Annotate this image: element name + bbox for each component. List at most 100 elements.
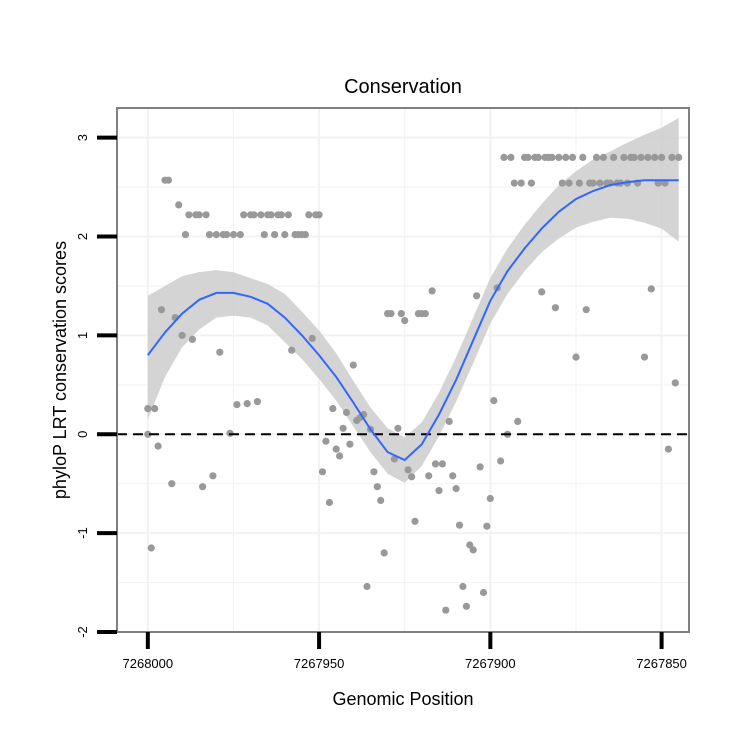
data-point [435,487,443,495]
data-point [271,231,279,239]
data-point [188,335,196,343]
data-point [455,521,464,529]
data-point [199,483,207,491]
data-point [308,334,316,342]
data-point [527,179,536,187]
data-point [658,153,666,161]
data-point [469,546,477,554]
y-tick-label: 2 [75,233,90,240]
data-points [144,153,683,614]
data-point [671,379,679,387]
data-point [500,153,508,161]
data-point [651,153,659,161]
data-point [579,153,587,161]
data-point [647,285,655,293]
x-tick-label: 7268000 [123,656,174,671]
data-point [288,346,296,354]
data-point [555,153,563,161]
data-point [548,153,556,161]
data-point [185,211,193,219]
data-point [144,430,152,438]
data-point [325,498,333,507]
data-point [644,153,652,161]
data-point [551,304,560,312]
data-point [339,424,347,432]
data-point [257,211,265,219]
data-point [668,153,676,161]
data-point [370,468,378,476]
y-axis: -2 -1 0 1 2 3 [75,134,117,638]
data-point [250,211,258,219]
y-tick-label: -2 [75,626,90,638]
chart-title: Conservation [344,76,462,98]
data-point [394,424,402,432]
data-point [277,211,285,219]
data-point [346,440,354,448]
y-tick-label: 0 [75,431,90,438]
data-point [202,211,210,219]
data-point [473,292,481,300]
data-point [596,179,604,187]
data-point [640,353,649,361]
data-point [442,606,450,614]
data-point [253,398,261,406]
data-point [517,179,525,187]
data-point [195,211,203,219]
y-tick-label: -1 [75,527,90,539]
confidence-band [147,117,679,483]
data-point [514,417,522,425]
data-point [438,460,446,468]
data-point [637,153,645,161]
data-point [589,179,597,187]
data-point [397,310,405,318]
data-point [558,179,566,187]
data-point [664,445,673,453]
data-point [592,153,601,161]
data-point [452,485,460,493]
data-point [390,455,398,463]
data-point [212,231,220,239]
data-point [209,472,217,480]
data-point [305,211,313,219]
data-point [205,231,214,239]
data-point [168,480,176,488]
data-point [534,153,542,161]
data-point [661,179,669,187]
data-point [428,287,436,295]
data-point [260,231,268,239]
data-point [654,179,662,187]
data-point [318,468,327,476]
smooth-line [147,179,679,462]
plot-frame [116,107,690,633]
data-point [181,231,190,239]
data-point [267,211,275,219]
data-point [178,331,186,339]
data-point [380,549,388,557]
data-point [332,445,340,453]
data-point [490,397,498,405]
data-point [233,401,241,409]
data-point [483,522,491,530]
data-point [175,201,183,209]
data-point [151,405,159,413]
data-point [425,472,433,480]
data-point [431,460,440,468]
y-axis-title: phyloP LRT conservation scores [50,241,70,499]
data-point [377,496,385,505]
data-point [421,310,429,318]
data-point [510,179,518,187]
data-point [401,317,409,325]
data-point [568,153,577,161]
data-point [599,153,608,161]
data-point [572,353,580,361]
data-point [342,408,351,417]
data-point [565,179,573,187]
data-point [445,417,453,425]
data-point [404,466,412,474]
data-point [507,153,515,161]
data-point [620,153,628,161]
x-tick-label: 7267850 [636,656,687,671]
x-axis: 7268000 7267950 7267900 7267850 [123,632,687,671]
data-point [562,153,570,161]
data-point [675,153,683,161]
